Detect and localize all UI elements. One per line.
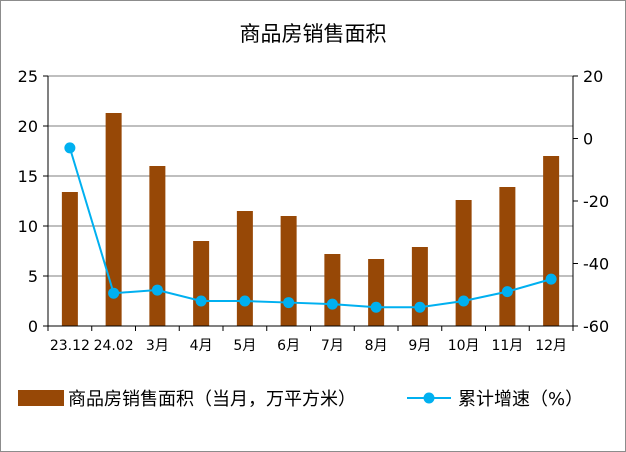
left-tick-label: 25 [18, 67, 38, 86]
bar [411, 247, 428, 326]
bar [105, 113, 122, 326]
bar [149, 166, 166, 326]
bar [499, 187, 516, 326]
line-point [195, 295, 207, 307]
x-tick-label: 5月 [233, 338, 256, 354]
line-point [414, 301, 426, 313]
line-path [68, 147, 552, 309]
line-point [108, 287, 120, 299]
legend: 商品房销售面积（当月，万平方米） 累计增速（%） [18, 389, 583, 410]
bar [193, 241, 210, 326]
legend-line-label: 累计增速（%） [458, 389, 583, 410]
right-tick-label: 0 [583, 130, 593, 149]
chart-title: 商品房销售面积 [240, 22, 387, 46]
bar [455, 200, 472, 326]
x-tick-label: 23.12 [50, 338, 90, 354]
line-series [64, 142, 557, 313]
x-tick-label: 7月 [321, 338, 344, 354]
right-tick-label: -20 [583, 192, 609, 211]
x-tick-label: 10月 [448, 338, 480, 354]
axes: 0 5 10 15 20 25 -60 -40 -20 0 20 23.12 24.02 3月 4月 5月 6月… [18, 67, 610, 354]
line-point [326, 298, 338, 310]
line-point [458, 295, 470, 307]
legend-line-marker [423, 392, 435, 404]
right-tick-label: -60 [583, 317, 609, 336]
left-tick-label: 10 [18, 217, 38, 236]
x-tick-label: 9月 [408, 338, 431, 354]
bar [236, 211, 253, 326]
bar [61, 192, 78, 326]
right-tick-label: -40 [583, 255, 609, 274]
left-tick-label: 5 [28, 267, 38, 286]
line-point [545, 273, 557, 285]
x-tick-label: 3月 [146, 338, 169, 354]
legend-bar-label: 商品房销售面积（当月，万平方米） [68, 389, 356, 410]
left-tick-label: 20 [18, 117, 38, 136]
line-point [151, 284, 163, 296]
line-point [239, 295, 251, 307]
bar [324, 254, 341, 326]
bar [280, 216, 297, 326]
line-point [501, 286, 513, 298]
x-tick-label: 12月 [535, 338, 567, 354]
gridlines [48, 75, 573, 327]
x-tick-label: 8月 [365, 338, 388, 354]
x-tick-label: 11月 [491, 338, 523, 354]
x-tick-label: 24.02 [94, 338, 134, 354]
bar [368, 259, 385, 326]
line-point [283, 297, 295, 309]
left-tick-label: 15 [18, 167, 38, 186]
x-tick-label: 6月 [277, 338, 300, 354]
left-tick-label: 0 [28, 317, 38, 336]
x-tick-label: 4月 [190, 338, 213, 354]
line-point [64, 142, 76, 154]
right-tick-label: 20 [583, 67, 603, 86]
bar-series [61, 113, 560, 326]
bar [543, 156, 560, 326]
line-point [370, 301, 382, 313]
legend-bar-swatch [18, 390, 64, 406]
